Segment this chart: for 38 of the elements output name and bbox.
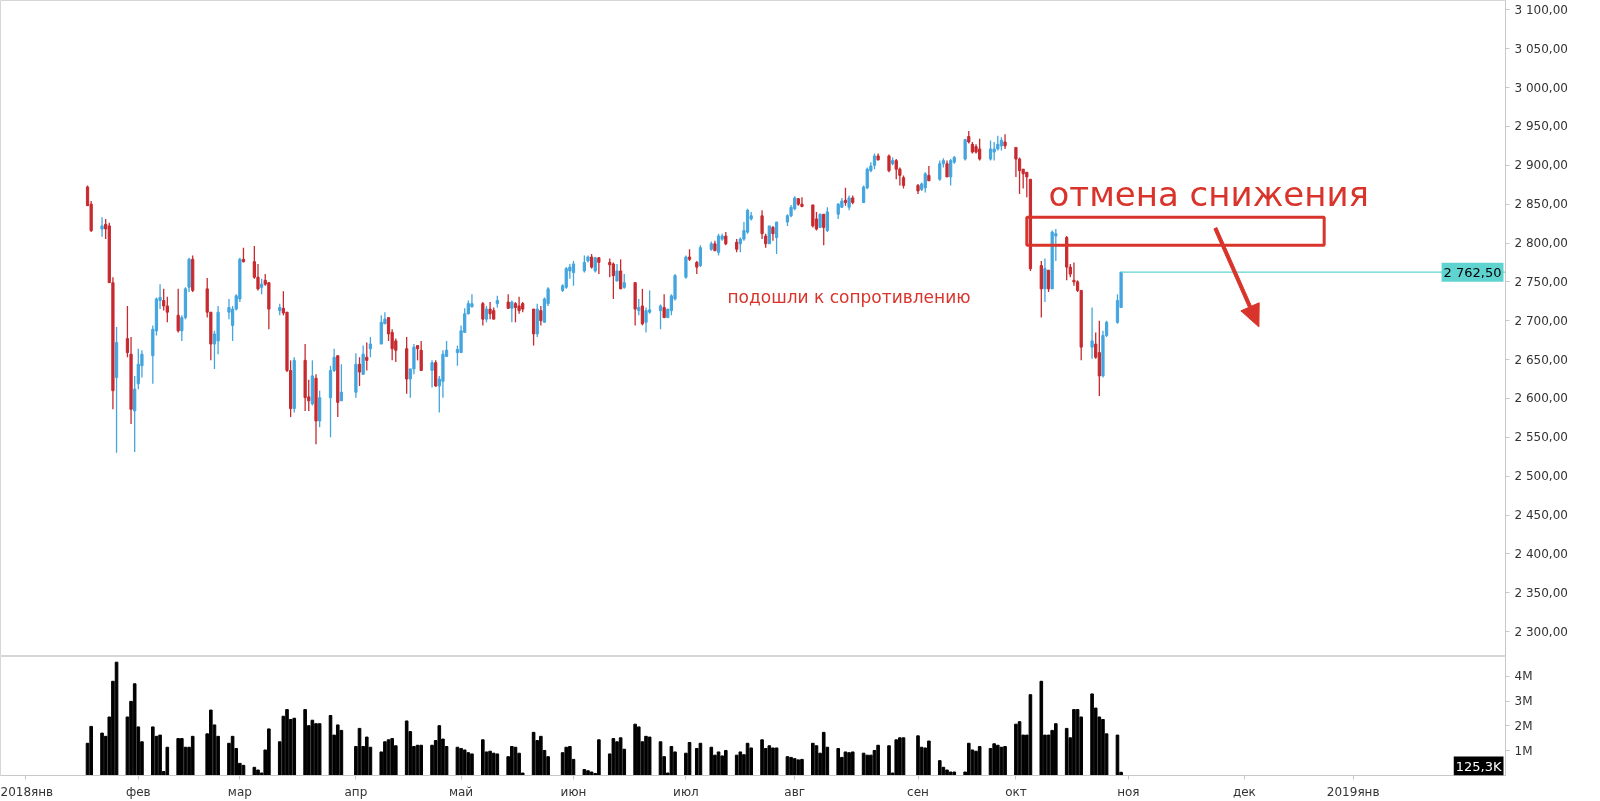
- y-tick-label: 2 900,00: [1514, 158, 1568, 173]
- y-tick-label: 3 000,00: [1514, 80, 1568, 95]
- y-tick-label: 2 500,00: [1514, 469, 1568, 484]
- x-tick-label: окт: [1005, 784, 1027, 799]
- ref-line-label: 2 762,50: [1443, 264, 1502, 280]
- y-tick-label: 2 350,00: [1514, 585, 1568, 600]
- y-tick-label: 3 050,00: [1514, 41, 1568, 56]
- x-tick-label: май: [448, 784, 474, 799]
- y-tick-label: 2 750,00: [1514, 274, 1568, 289]
- annotation: 125,3K: [1455, 758, 1502, 774]
- x-tick-label: фев: [125, 784, 151, 799]
- x-tick-label: сен: [907, 784, 929, 799]
- x-tick-label: июн: [560, 784, 587, 799]
- x-tick-label: ноя: [1117, 784, 1140, 799]
- annotation: подошли к сопротивлению: [727, 286, 971, 307]
- y-tick-label: 2 700,00: [1514, 313, 1568, 328]
- y-tick-label: 2M: [1514, 718, 1533, 733]
- x-tick-label: 2019янв: [1326, 784, 1380, 799]
- x-tick-label: июл: [673, 784, 699, 799]
- x-tick-label: авг: [784, 784, 806, 799]
- y-tick-label: 2 800,00: [1514, 236, 1568, 250]
- y-tick-label: 2 550,00: [1514, 430, 1568, 445]
- y-tick-label: 2 950,00: [1514, 119, 1568, 134]
- y-tick-label: 2 450,00: [1514, 508, 1568, 523]
- annotation: отмена снижения: [1048, 174, 1369, 215]
- y-tick-label: 2 650,00: [1514, 352, 1568, 367]
- x-tick-label: 2018янв: [0, 784, 54, 799]
- y-tick-label: 1M: [1514, 743, 1533, 758]
- y-tick-label: 2 400,00: [1514, 546, 1568, 561]
- y-tick-label: 2 600,00: [1514, 391, 1568, 406]
- x-tick-label: мар: [227, 784, 252, 799]
- y-tick-label: 3 100,00: [1514, 2, 1568, 17]
- x-tick-label: апр: [344, 784, 368, 799]
- y-tick-label: 4M: [1514, 669, 1533, 684]
- y-tick-label: 2 850,00: [1514, 197, 1568, 212]
- x-tick-label: дек: [1232, 784, 1256, 799]
- y-tick-label: 3M: [1514, 694, 1533, 709]
- y-tick-label: 2 300,00: [1514, 624, 1568, 639]
